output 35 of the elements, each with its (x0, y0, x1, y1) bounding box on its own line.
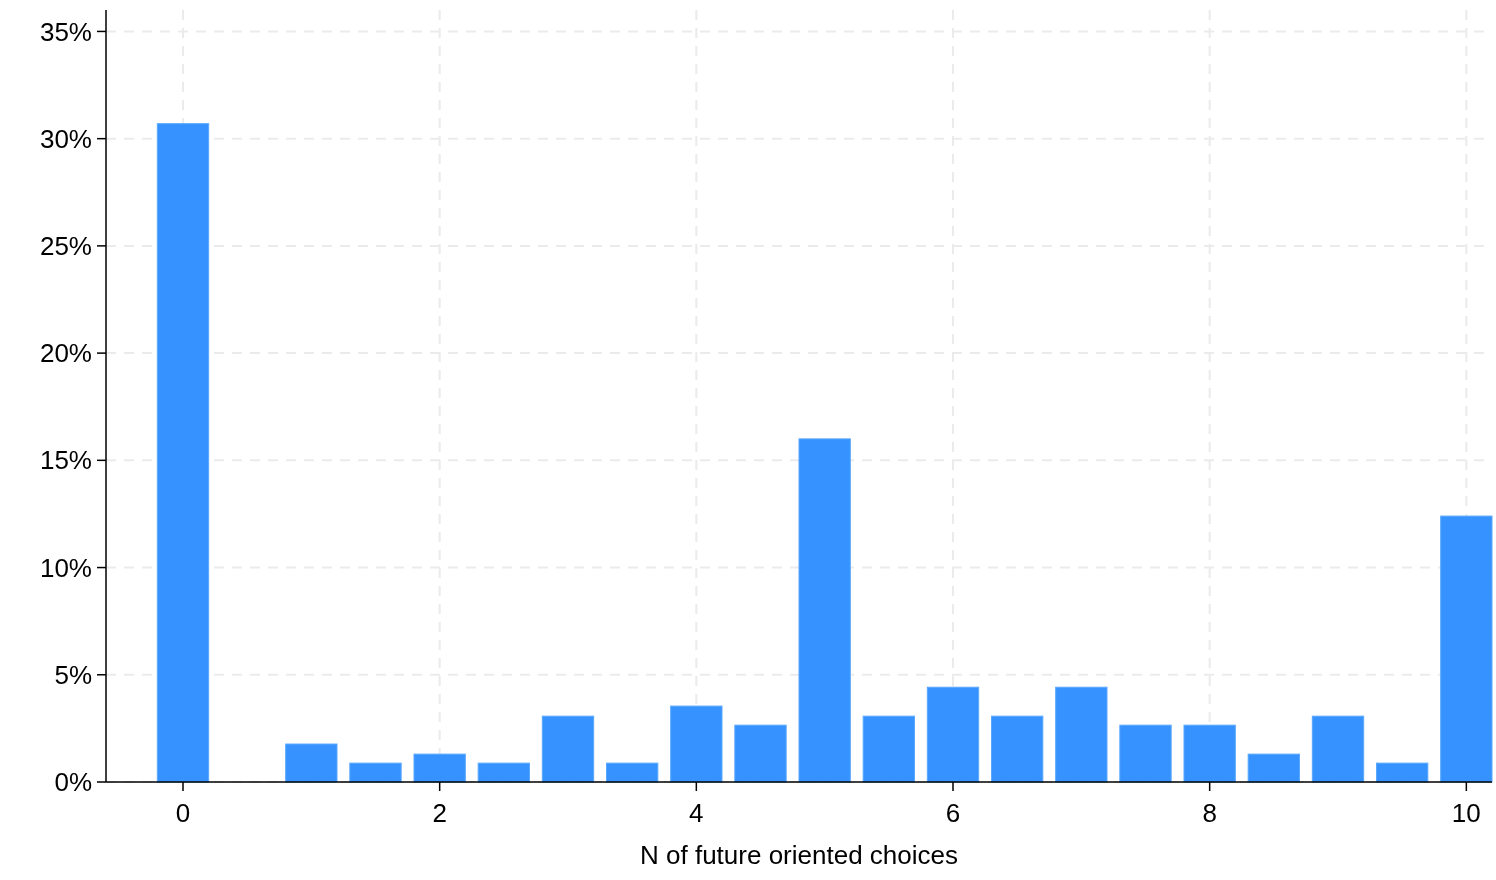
bar (1311, 715, 1365, 783)
bar (862, 715, 915, 783)
bar (926, 686, 980, 783)
bar (541, 715, 595, 783)
y-tick-label: 10% (39, 552, 92, 583)
y-tick-label: 20% (39, 338, 92, 369)
bar (734, 724, 787, 783)
x-axis-title: N of future oriented choices (640, 840, 958, 870)
bar (606, 762, 659, 783)
bar (1376, 762, 1429, 783)
bar (156, 123, 210, 783)
bar (1183, 724, 1236, 783)
y-tick-label: 35% (39, 16, 92, 47)
bar (413, 753, 466, 783)
x-tick-label: 2 (432, 798, 447, 828)
x-tick-label: 4 (689, 798, 704, 828)
x-tick-label: 8 (1202, 798, 1217, 828)
x-tick-label: 10 (1451, 798, 1481, 828)
bar (477, 762, 530, 783)
y-tick-label: 30% (39, 123, 92, 154)
y-tick-label: 0% (54, 767, 92, 798)
bar (1055, 686, 1108, 783)
x-tick-label: 0 (175, 798, 191, 828)
bar (1119, 724, 1172, 783)
bar (349, 762, 402, 783)
bar (1247, 753, 1300, 783)
bar (798, 438, 851, 783)
bar (285, 743, 338, 783)
y-tick-label: 25% (39, 230, 92, 261)
bar (670, 705, 723, 783)
x-tick-label: 6 (945, 798, 961, 828)
y-tick-label: 15% (39, 445, 92, 476)
bar (1440, 515, 1493, 783)
bar (991, 715, 1044, 783)
y-tick-label: 5% (54, 659, 92, 690)
